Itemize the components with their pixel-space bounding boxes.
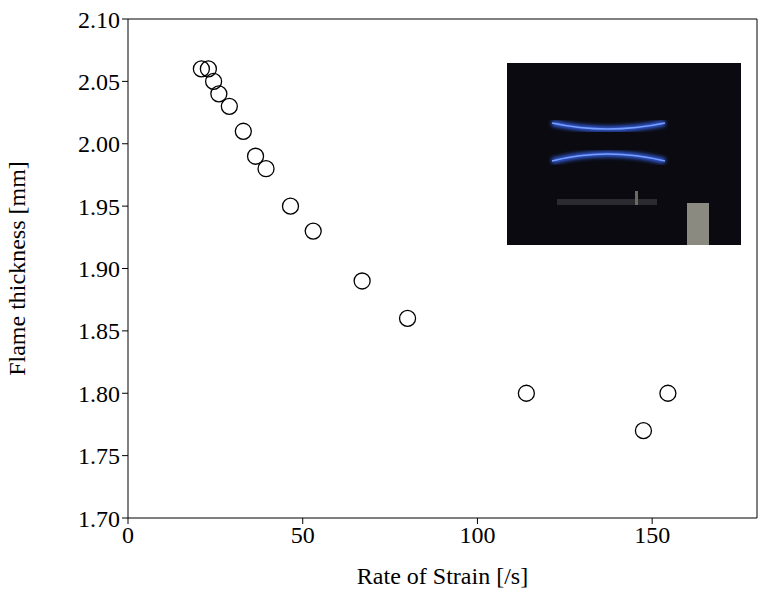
svg-text:2.00: 2.00 [78,131,120,157]
svg-text:Flame thickness [mm]: Flame thickness [mm] [4,161,30,376]
svg-text:Rate of Strain [/s]: Rate of Strain [/s] [357,563,528,589]
svg-text:50: 50 [291,522,315,548]
svg-text:1.70: 1.70 [78,506,120,532]
svg-text:1.75: 1.75 [78,443,120,469]
svg-text:2.10: 2.10 [78,7,120,33]
svg-text:1.80: 1.80 [78,381,120,407]
svg-text:150: 150 [634,522,670,548]
svg-text:2.05: 2.05 [78,69,120,95]
svg-text:0: 0 [122,522,134,548]
svg-text:1.95: 1.95 [78,194,120,220]
svg-text:1.85: 1.85 [78,318,120,344]
svg-text:100: 100 [459,522,495,548]
svg-text:1.90: 1.90 [78,256,120,282]
